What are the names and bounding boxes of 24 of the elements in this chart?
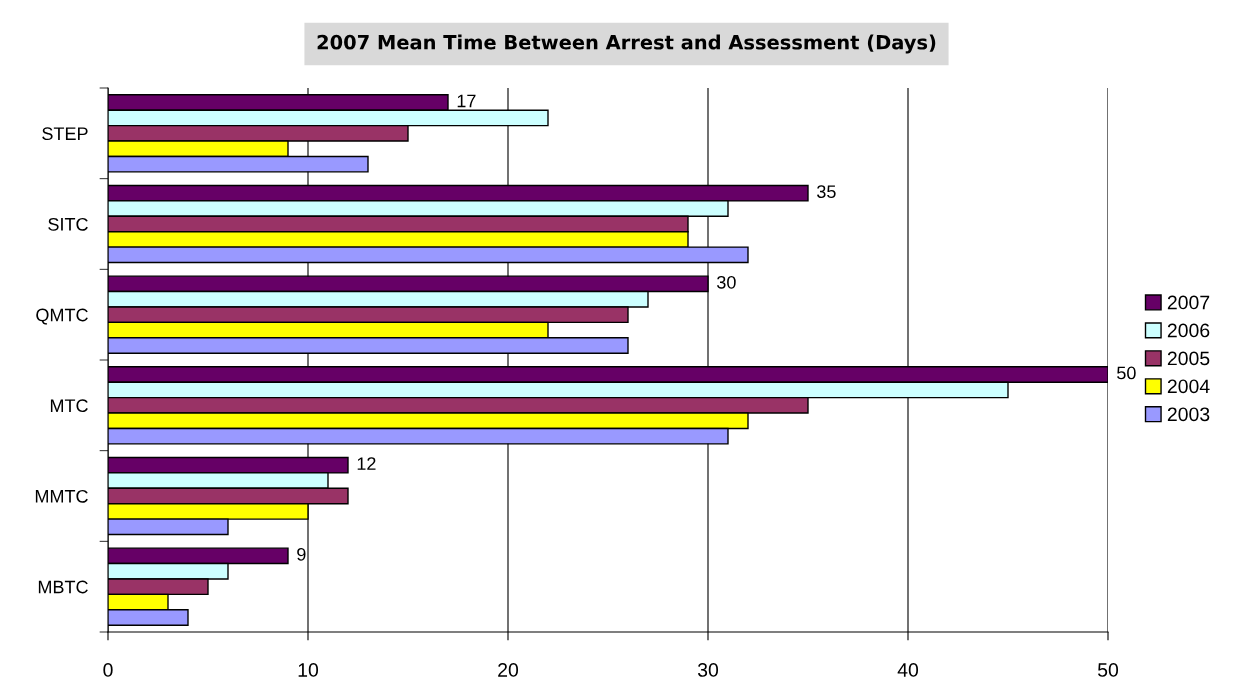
- legend-label: 2003: [1167, 407, 1210, 422]
- data-label: 9: [297, 547, 306, 561]
- x-tick-label: 10: [298, 663, 319, 677]
- legend-label: 2005: [1167, 351, 1210, 366]
- data-label: 12: [357, 457, 376, 470]
- legend-label: 2004: [1167, 379, 1210, 394]
- y-tick-label: SITC: [48, 217, 88, 231]
- x-tick-label: 0: [103, 663, 113, 677]
- x-tick-label: 40: [897, 663, 919, 677]
- data-label: 30: [717, 275, 736, 289]
- y-tick-label: STEP: [42, 127, 88, 141]
- x-tick-label: 50: [1097, 663, 1119, 677]
- y-tick-label: MTC: [50, 399, 88, 413]
- y-tick-label: QMTC: [36, 308, 88, 325]
- data-label: 35: [817, 185, 836, 199]
- chart-title: 2007 Mean Time Between Arrest and Assessment (Days): [317, 34, 936, 54]
- y-tick-label: MBTC: [38, 580, 88, 594]
- legend-label: 2006: [1167, 323, 1210, 338]
- y-tick-label: MMTC: [35, 489, 88, 503]
- legend-label: 2007: [1167, 295, 1210, 310]
- x-tick-label: 20: [498, 663, 519, 677]
- data-label: 50: [1117, 366, 1136, 380]
- data-label: 17: [457, 94, 476, 108]
- x-tick-label: 30: [697, 663, 719, 677]
